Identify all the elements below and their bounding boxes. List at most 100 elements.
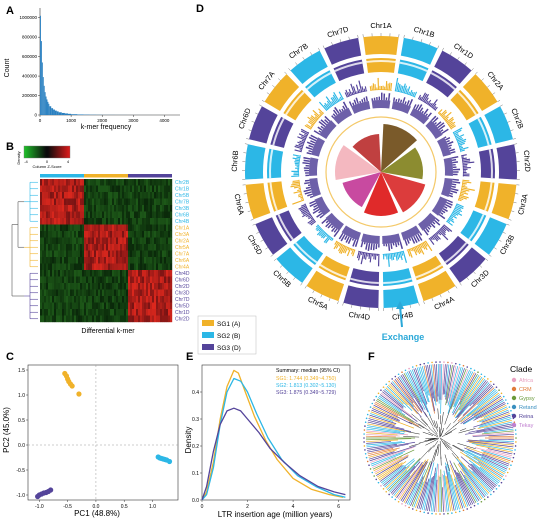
heatmap-cell <box>124 244 127 251</box>
heatmap-cell <box>92 257 95 264</box>
heatmap-cell <box>76 198 79 206</box>
tree-leaf <box>461 468 484 499</box>
heatmap-cell <box>118 263 121 271</box>
tree-leaf <box>366 426 401 433</box>
heatmap-cell <box>62 231 65 238</box>
tree-leaf <box>408 370 429 413</box>
tree-leaf <box>394 470 416 498</box>
heatmap-cell <box>78 198 81 206</box>
heatmap-cell <box>94 270 97 277</box>
heatmap-cell <box>142 250 145 258</box>
ancestral-wedge <box>352 134 381 172</box>
tree-branch <box>446 444 459 459</box>
heatmap-cell <box>42 185 45 193</box>
heatmap-cell <box>132 250 135 258</box>
heatmap-cell <box>78 309 81 316</box>
hist-bar <box>428 102 432 106</box>
heatmap-cell <box>164 218 167 225</box>
heatmap-cell <box>108 218 111 225</box>
tip-marker <box>512 456 515 459</box>
legend-sg2: SG2 (B) <box>217 333 240 340</box>
hist-bar <box>331 238 334 241</box>
heatmap-cell <box>50 211 53 219</box>
heatmap-cell <box>58 270 61 277</box>
heatmap-cell <box>142 198 145 206</box>
heatmap-cell <box>144 231 147 238</box>
inner-track-bar <box>452 166 457 169</box>
heatmap-cell <box>66 302 69 310</box>
hist-bar <box>296 169 300 171</box>
row-label: Chr7B <box>175 199 190 205</box>
heatmap-cell <box>46 289 49 297</box>
density-ring <box>426 70 457 98</box>
heatmap-cell <box>108 224 111 232</box>
heatmap-cell <box>54 218 57 225</box>
tip-marker <box>369 468 372 470</box>
panel-e-letter: E <box>186 351 193 363</box>
heatmap-cell <box>168 263 171 271</box>
heatmap-cell <box>100 309 103 316</box>
inner-track <box>319 120 337 139</box>
tree-leaf <box>372 456 397 468</box>
heatmap-cell <box>126 263 129 271</box>
hist-bar <box>461 187 475 192</box>
heatmap-cell <box>134 185 137 193</box>
heatmap-cell <box>92 218 95 225</box>
heatmap-cell <box>42 211 45 219</box>
heatmap-cell <box>44 296 47 303</box>
tree-leaf <box>460 456 496 488</box>
heatmap-cell <box>40 192 43 199</box>
inner-track-bar <box>303 159 310 162</box>
hist-bar <box>462 161 475 164</box>
heatmap-cell <box>126 231 129 238</box>
heatmap-cell <box>58 289 61 297</box>
hist-bar <box>297 193 303 196</box>
exchange-label: Exchange <box>382 332 425 342</box>
tree-leaf <box>453 462 477 503</box>
heatmap-cell <box>136 276 139 284</box>
tip-marker <box>394 498 397 501</box>
plot-frame <box>201 364 351 501</box>
inner-track-bar <box>425 227 430 233</box>
heatmap-cell <box>110 185 113 193</box>
heatmap-cell <box>76 289 79 297</box>
heatmap-cell <box>98 185 101 193</box>
tree-leaf <box>378 461 407 481</box>
heatmap-cell <box>82 244 85 251</box>
exchange-arrow <box>399 305 403 328</box>
tip-marker <box>419 510 422 513</box>
heatmap-cell <box>72 224 75 232</box>
inner-track-bar <box>434 121 437 125</box>
heatmap-cell <box>160 244 163 251</box>
heatmap-cell <box>100 198 103 206</box>
heatmap-cell <box>42 250 45 258</box>
histogram-bar <box>54 110 57 115</box>
heatmap-cell <box>160 309 163 316</box>
row-label: Chr6D <box>175 277 190 283</box>
heatmap-cell <box>84 289 87 297</box>
heatmap-cell <box>122 192 125 199</box>
histogram-bar <box>44 92 46 115</box>
heatmap-cell <box>98 198 101 206</box>
heatmap-cell <box>152 205 155 212</box>
heatmap-cell <box>88 302 91 310</box>
histogram-bar <box>41 62 43 115</box>
tree-leaf <box>369 445 417 462</box>
heatmap-cell <box>110 250 113 258</box>
hist-bar <box>295 167 300 169</box>
tip-marker <box>495 488 498 490</box>
chromosome-label: Chr5A <box>306 294 329 311</box>
tip-marker <box>500 392 503 395</box>
heatmap-cell <box>150 244 153 251</box>
heatmap-cell <box>100 315 103 323</box>
heatmap-cell <box>78 270 81 277</box>
density-ring-line <box>350 277 379 284</box>
tree-leaf <box>400 374 428 418</box>
hist-bar <box>437 109 443 114</box>
heatmap-cell <box>118 276 121 284</box>
tree-leaf <box>366 441 392 444</box>
density-ring <box>468 116 492 148</box>
hist-bar <box>402 83 406 94</box>
pca-scatter: -1.0 -0.5 0.0 0.5 1.0-1.0-0.50.00.51.01.5 <box>16 364 179 510</box>
heatmap-cell <box>82 231 85 238</box>
